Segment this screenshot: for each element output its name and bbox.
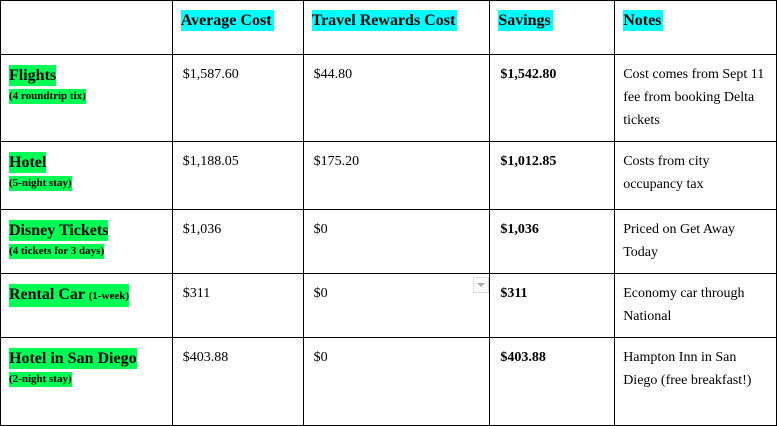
average-cost-cell[interactable]: $1,188.05 <box>171 141 304 210</box>
rewards-cost-cell[interactable]: $175.20 <box>302 141 491 210</box>
header-row: Average Cost Travel Rewards Cost Savings… <box>0 0 777 55</box>
savings-value: $1,012.85 <box>500 154 557 169</box>
savings-cell[interactable]: $1,036 <box>489 209 616 274</box>
savings-value: $1,036 <box>500 222 539 237</box>
savings-cell[interactable]: $403.88 <box>489 337 616 426</box>
category-detail: (2-night stay) <box>9 372 72 387</box>
table-row: Flights (4 roundtrip tix) $1,587.60 $44.80 $… <box>0 54 777 142</box>
average-cost-cell[interactable]: $311 <box>171 273 304 338</box>
average-cost-value: $1,587.60 <box>182 67 239 82</box>
category-name: Hotel in San Diego <box>9 348 137 369</box>
rewards-cost-value: $175.20 <box>313 154 360 169</box>
average-cost-value: $311 <box>182 286 211 301</box>
header-notes[interactable]: Notes <box>614 0 777 55</box>
category-name: Rental Car <box>9 286 85 303</box>
average-cost-value: $403.88 <box>182 350 229 365</box>
savings-value: $403.88 <box>500 350 546 365</box>
table-row: Disney Tickets (4 tickets for 3 days) $1,0… <box>0 209 777 274</box>
notes-cell[interactable]: Economy car through National <box>614 273 777 338</box>
category-cell[interactable]: Flights (4 roundtrip tix) <box>0 54 173 142</box>
notes-text: Hampton Inn in San Diego (free breakfast… <box>623 350 752 388</box>
table-row: Hotel (5-night stay) $1,188.05 $175.20 $1,01… <box>0 141 777 210</box>
notes-text: Economy car through National <box>623 286 745 324</box>
savings-value: $311 <box>500 286 528 301</box>
savings-value: $1,542.80 <box>500 67 557 82</box>
savings-cell[interactable]: $311 <box>489 273 616 338</box>
notes-text: Costs from city occupancy tax <box>623 154 710 192</box>
rewards-cost-cell[interactable]: $44.80 <box>302 54 491 142</box>
category-cell[interactable]: Hotel (5-night stay) <box>0 141 173 210</box>
rewards-cost-value: $44.80 <box>313 67 353 82</box>
average-cost-cell[interactable]: $1,036 <box>171 209 304 274</box>
category-detail: (4 roundtrip tix) <box>9 89 86 104</box>
savings-cell[interactable]: $1,012.85 <box>489 141 616 210</box>
cell-dropdown-arrow-icon[interactable] <box>473 277 489 293</box>
category-name: Disney Tickets <box>9 220 109 241</box>
rewards-cost-value: $0 <box>313 350 328 365</box>
table-row: Rental Car (1-week) $311 $0 $311 Economy car… <box>0 273 777 338</box>
header-savings[interactable]: Savings <box>489 0 616 55</box>
category-name: Flights <box>9 65 57 86</box>
rewards-cost-value: $0 <box>313 286 328 301</box>
table-row: Hotel in San Diego (2-night stay) $403.88 $… <box>0 337 777 426</box>
notes-cell[interactable]: Cost comes from Sept 11 fee from booking… <box>614 54 777 142</box>
category-cell[interactable]: Rental Car (1-week) <box>0 273 173 338</box>
rewards-cost-cell[interactable]: $0 <box>302 273 491 338</box>
rewards-cost-cell[interactable]: $0 <box>302 209 491 274</box>
header-average-cost[interactable]: Average Cost <box>171 0 304 55</box>
notes-cell[interactable]: Costs from city occupancy tax <box>614 141 777 210</box>
category-detail: (1-week) <box>88 290 130 302</box>
average-cost-cell[interactable]: $1,587.60 <box>171 54 304 142</box>
rewards-cost-value: $0 <box>313 222 328 237</box>
notes-text: Cost comes from Sept 11 fee from booking… <box>623 67 765 128</box>
category-detail: (5-night stay) <box>9 176 72 191</box>
rewards-cost-cell[interactable]: $0 <box>302 337 491 426</box>
category-cell[interactable]: Disney Tickets (4 tickets for 3 days) <box>0 209 173 274</box>
average-cost-value: $1,036 <box>182 222 222 237</box>
notes-text: Priced on Get Away Today <box>623 222 736 260</box>
header-empty[interactable] <box>0 0 173 55</box>
average-cost-cell[interactable]: $403.88 <box>171 337 304 426</box>
savings-cell[interactable]: $1,542.80 <box>489 54 616 142</box>
header-travel-rewards-cost[interactable]: Travel Rewards Cost <box>302 0 491 55</box>
category-name: Hotel <box>9 152 47 173</box>
notes-cell[interactable]: Priced on Get Away Today <box>614 209 777 274</box>
category-cell[interactable]: Hotel in San Diego (2-night stay) <box>0 337 173 426</box>
average-cost-value: $1,188.05 <box>182 154 239 169</box>
category-detail: (4 tickets for 3 days) <box>9 244 105 259</box>
notes-cell[interactable]: Hampton Inn in San Diego (free breakfast… <box>614 337 777 426</box>
